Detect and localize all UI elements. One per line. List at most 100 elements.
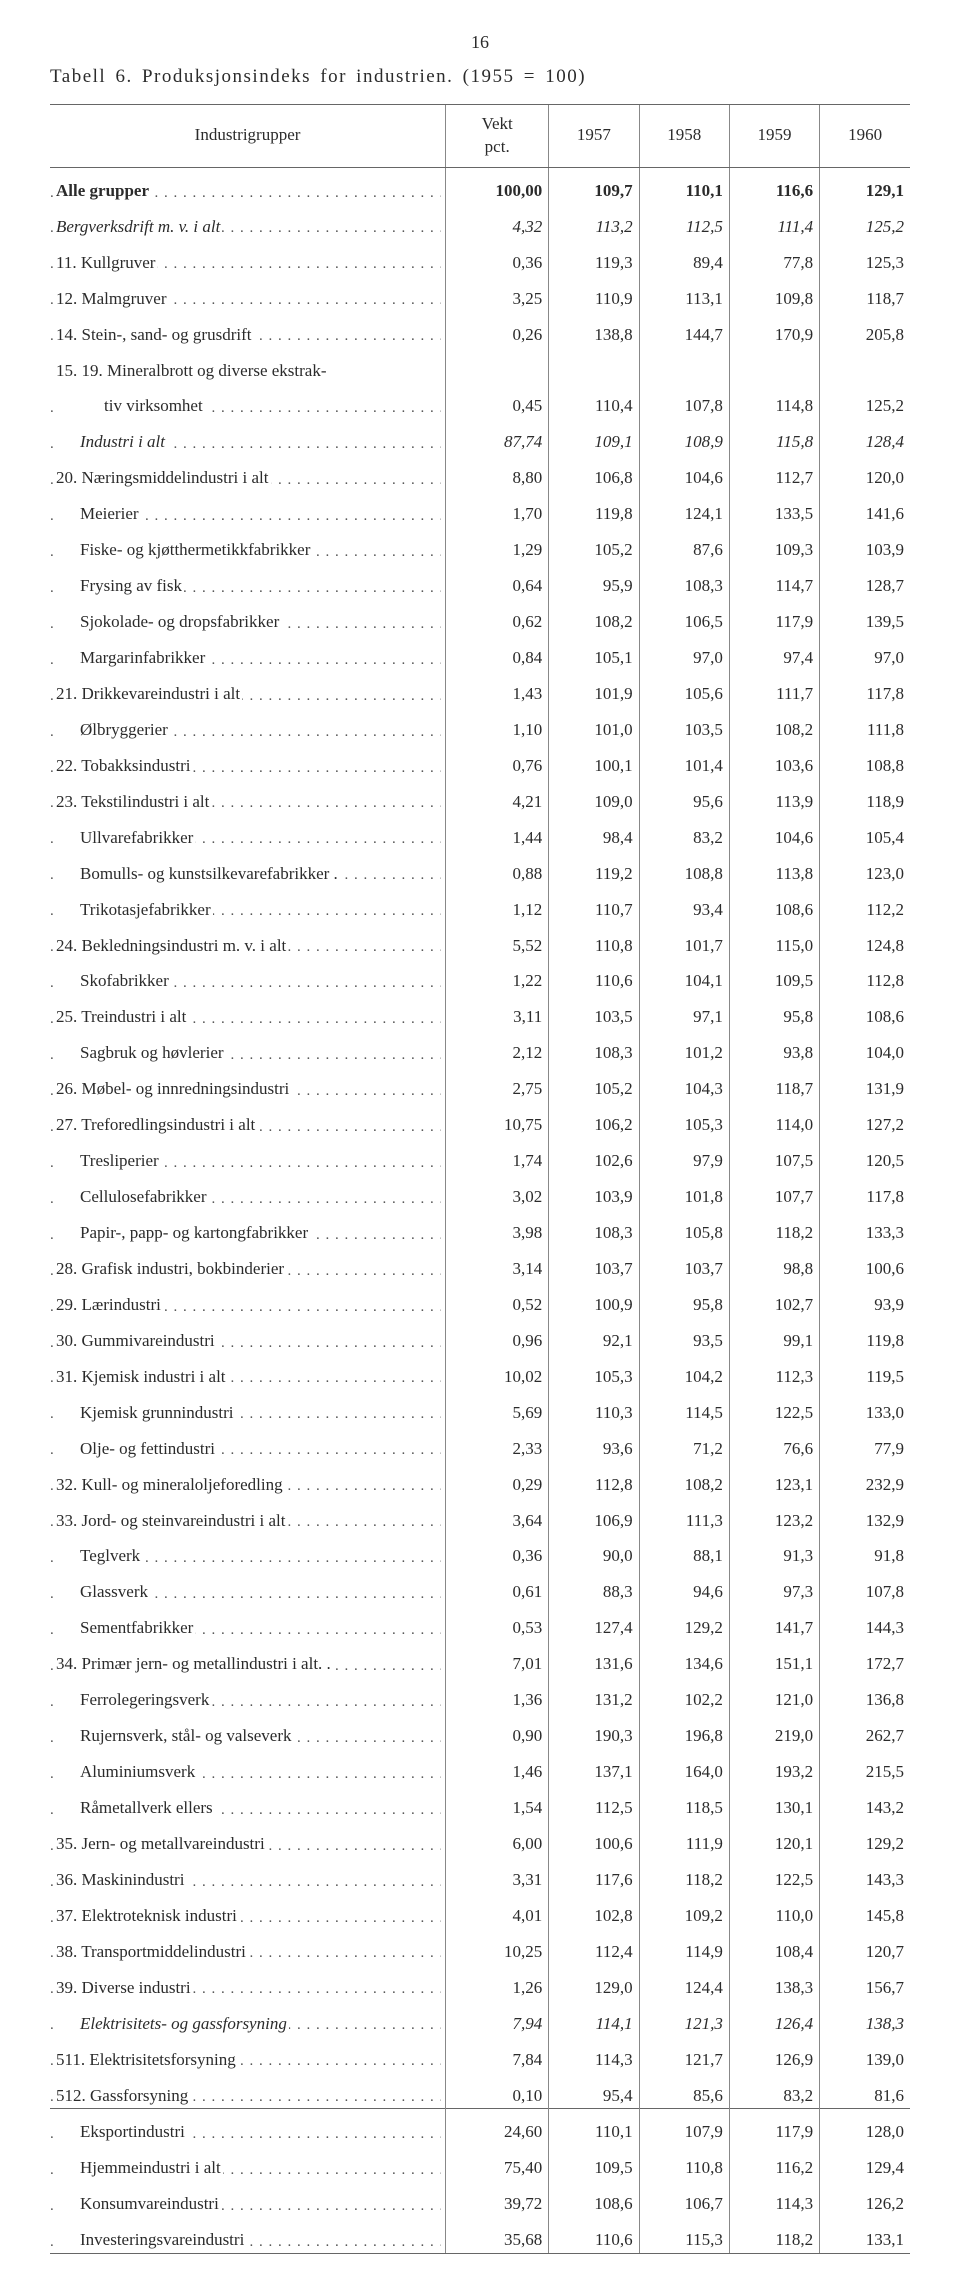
cell-value: 141,7: [729, 1605, 819, 1641]
cell-value: 129,2: [639, 1605, 729, 1641]
cell-value: 93,8: [729, 1030, 819, 1066]
cell-value: 138,3: [820, 2001, 910, 2037]
table-row: 27. Treforedlingsindustri i alt10,75106,…: [50, 1102, 910, 1138]
cell-value: 101,9: [549, 671, 639, 707]
col-header-group: Industrigrupper: [50, 105, 446, 167]
cell-value: 164,0: [639, 1749, 729, 1785]
row-label: Tresliperier: [50, 1138, 446, 1174]
cell-value: 133,3: [820, 1210, 910, 1246]
cell-value: 119,8: [820, 1318, 910, 1354]
row-label: 22. Tobakksindustri: [50, 743, 446, 779]
cell-value: 107,8: [820, 1569, 910, 1605]
cell-value: 97,4: [729, 635, 819, 671]
cell-value: 108,3: [549, 1030, 639, 1066]
table-row: 14. Stein-, sand- og grusdrift0,26138,81…: [50, 312, 910, 348]
table-row: 28. Grafisk industri, bokbinderier3,1410…: [50, 1246, 910, 1282]
cell-value: 100,6: [549, 1821, 639, 1857]
cell-value: 129,2: [820, 1821, 910, 1857]
cell-value: 122,5: [729, 1857, 819, 1893]
cell-value: 105,2: [549, 1066, 639, 1102]
row-label: Eksportindustri: [50, 2109, 446, 2145]
cell-value: 108,6: [729, 887, 819, 923]
table-row: Rujernsverk, stål- og valseverk0,90190,3…: [50, 1713, 910, 1749]
cell-value: 3,02: [446, 1174, 549, 1210]
table-row: 22. Tobakksindustri0,76100,1101,4103,610…: [50, 743, 910, 779]
cell-value: 117,6: [549, 1857, 639, 1893]
row-label: 37. Elektroteknisk industri: [50, 1893, 446, 1929]
cell-value: 128,0: [820, 2109, 910, 2145]
row-label: Papir-, papp- og kartongfabrikker: [50, 1210, 446, 1246]
row-label: Kjemisk grunnindustri: [50, 1390, 446, 1426]
cell-value: 87,74: [446, 419, 549, 455]
cell-value: 133,5: [729, 491, 819, 527]
cell-value: 104,2: [639, 1354, 729, 1390]
cell-value: 112,5: [639, 204, 729, 240]
cell-value: 108,2: [639, 1462, 729, 1498]
cell-value: 131,2: [549, 1677, 639, 1713]
row-label: Teglverk: [50, 1533, 446, 1569]
cell-value: 128,7: [820, 563, 910, 599]
cell-value: 93,4: [639, 887, 729, 923]
cell-value: 123,1: [729, 1462, 819, 1498]
cell-value: 103,9: [549, 1174, 639, 1210]
cell-value: 111,7: [729, 671, 819, 707]
cell-value: 97,9: [639, 1138, 729, 1174]
cell-value: 0,76: [446, 743, 549, 779]
cell-value: 0,53: [446, 1605, 549, 1641]
cell-value: 101,4: [639, 743, 729, 779]
row-label: 30. Gummivareindustri: [50, 1318, 446, 1354]
cell-value: 93,6: [549, 1426, 639, 1462]
cell-value: 93,9: [820, 1282, 910, 1318]
cell-value: 120,5: [820, 1138, 910, 1174]
cell-value: 118,5: [639, 1785, 729, 1821]
cell-value: 90,0: [549, 1533, 639, 1569]
cell-value: 114,0: [729, 1102, 819, 1138]
table-row: Sjokolade- og dropsfabrikker0,62108,2106…: [50, 599, 910, 635]
cell-value: 115,0: [729, 923, 819, 959]
row-label: Skofabrikker: [50, 958, 446, 994]
table-footer-block: Eksportindustri24,60110,1107,9117,9128,0…: [50, 2109, 910, 2253]
cell-value: [639, 348, 729, 384]
cell-value: 2,75: [446, 1066, 549, 1102]
cell-value: 4,32: [446, 204, 549, 240]
cell-value: 108,2: [549, 599, 639, 635]
table-row: Råmetallverk ellers1,54112,5118,5130,114…: [50, 1785, 910, 1821]
cell-value: 1,74: [446, 1138, 549, 1174]
cell-value: 112,4: [549, 1929, 639, 1965]
cell-value: 156,7: [820, 1965, 910, 2001]
cell-value: 129,0: [549, 1965, 639, 2001]
row-label: 15. 19. Mineralbrott og diverse ekstrak-: [50, 348, 446, 384]
cell-value: 7,84: [446, 2037, 549, 2073]
table-row: Aluminiumsverk1,46137,1164,0193,2215,5: [50, 1749, 910, 1785]
cell-value: 133,1: [820, 2217, 910, 2253]
cell-value: 170,9: [729, 312, 819, 348]
table-row: Konsumvareindustri39,72108,6106,7114,312…: [50, 2181, 910, 2217]
table-row: Fiske- og kjøtthermetikkfabrikker1,29105…: [50, 527, 910, 563]
row-label: 27. Treforedlingsindustri i alt: [50, 1102, 446, 1138]
cell-value: 104,6: [729, 815, 819, 851]
cell-value: 219,0: [729, 1713, 819, 1749]
cell-value: 114,8: [729, 383, 819, 419]
cell-value: 109,5: [549, 2145, 639, 2181]
cell-value: 119,8: [549, 491, 639, 527]
cell-value: 113,9: [729, 779, 819, 815]
cell-value: 109,1: [549, 419, 639, 455]
cell-value: 2,33: [446, 1426, 549, 1462]
row-label: Ferrolegeringsverk: [50, 1677, 446, 1713]
cell-value: 103,5: [639, 707, 729, 743]
row-label: Industri i alt: [50, 419, 446, 455]
cell-value: 123,0: [820, 851, 910, 887]
cell-value: 99,1: [729, 1318, 819, 1354]
cell-value: 110,9: [549, 276, 639, 312]
cell-value: 111,3: [639, 1498, 729, 1534]
cell-value: 111,8: [820, 707, 910, 743]
cell-value: 1,10: [446, 707, 549, 743]
cell-value: 89,4: [639, 240, 729, 276]
cell-value: 105,6: [639, 671, 729, 707]
cell-value: 121,7: [639, 2037, 729, 2073]
table-row: Ølbryggerier1,10101,0103,5108,2111,8: [50, 707, 910, 743]
cell-value: 97,0: [820, 635, 910, 671]
cell-value: 145,8: [820, 1893, 910, 1929]
table-row: 38. Transportmiddelindustri10,25112,4114…: [50, 1929, 910, 1965]
cell-value: 118,2: [639, 1857, 729, 1893]
